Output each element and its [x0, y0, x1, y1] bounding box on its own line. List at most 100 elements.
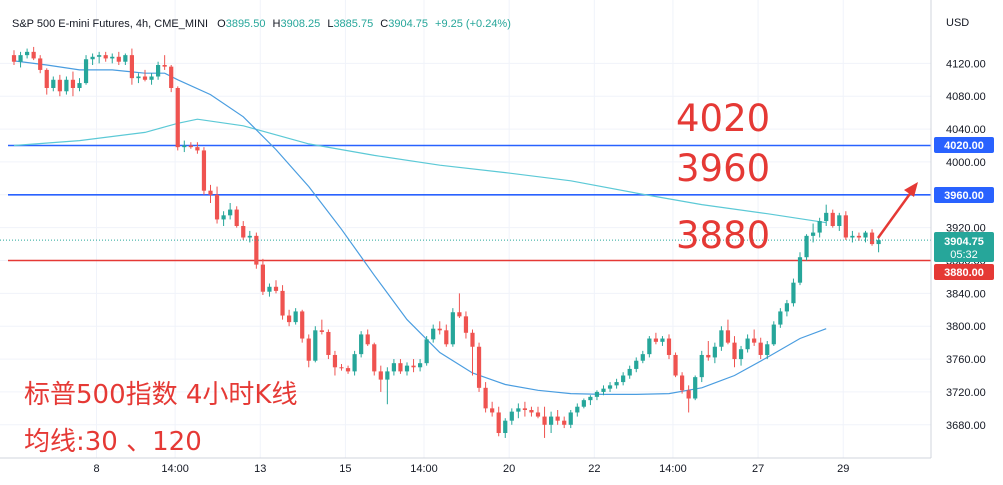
- candle: [476, 342, 482, 392]
- candle: [326, 329, 331, 360]
- ohlc-close: 3904.75: [388, 18, 428, 30]
- ohlc-low: 3885.75: [333, 18, 373, 30]
- candle: [549, 411, 554, 433]
- candle: [51, 76, 56, 92]
- y-tick-label: 4040.00: [946, 124, 986, 136]
- candle: [457, 293, 462, 318]
- candle: [863, 230, 868, 243]
- trend-arrow-icon: [876, 182, 918, 239]
- candle: [365, 329, 370, 346]
- candle: [90, 53, 95, 65]
- candle: [542, 406, 547, 438]
- candle: [509, 408, 514, 425]
- candle: [254, 232, 259, 269]
- candle: [221, 211, 226, 226]
- candle: [404, 362, 410, 376]
- candle: [719, 326, 724, 351]
- candle: [463, 311, 469, 339]
- candle: [70, 71, 76, 97]
- candle: [594, 390, 600, 401]
- candle: [535, 406, 541, 419]
- candle: [11, 50, 17, 65]
- price-tag-current: 3904.75 05:32: [934, 232, 994, 262]
- x-tick-label: 14:00: [161, 463, 189, 475]
- candle: [372, 342, 377, 376]
- candle: [575, 403, 580, 417]
- x-tick-label: 13: [254, 463, 266, 475]
- candle: [758, 337, 763, 360]
- candle: [116, 51, 121, 65]
- candle: [607, 382, 613, 392]
- ohlc-change: +9.25 (+0.24%): [435, 18, 511, 30]
- candle: [149, 73, 154, 85]
- candle: [234, 206, 239, 228]
- candle: [752, 329, 757, 346]
- ohlc-high: 3908.25: [280, 18, 320, 30]
- candle: [712, 342, 717, 364]
- candle: [169, 65, 174, 93]
- candle: [18, 51, 23, 68]
- candles: [11, 46, 881, 438]
- currency-label: USD: [946, 17, 969, 29]
- candle: [411, 359, 416, 373]
- annotation-3880: 3880: [676, 214, 770, 257]
- candle: [142, 69, 148, 82]
- candle: [110, 53, 115, 64]
- symbol-interval: 4h: [136, 18, 148, 30]
- candle: [745, 334, 750, 353]
- time-axis-panel[interactable]: [0, 458, 1003, 485]
- candle: [640, 350, 645, 364]
- x-tick-label: 20: [503, 463, 515, 475]
- candle: [784, 299, 789, 317]
- y-tick-label: 3920.00: [946, 223, 986, 235]
- candle: [876, 237, 881, 253]
- y-tick-label: 4120.00: [946, 58, 986, 70]
- candle: [319, 319, 324, 335]
- x-tick-label: 14:00: [410, 463, 438, 475]
- horizontal-levels: [8, 144, 931, 262]
- candle: [228, 203, 233, 220]
- candle: [522, 401, 527, 417]
- price-tag-3880: 3880.00: [934, 264, 994, 280]
- candle: [680, 372, 685, 394]
- candle: [77, 78, 82, 92]
- candle: [293, 308, 298, 325]
- candle: [647, 336, 652, 358]
- candle: [673, 352, 678, 378]
- candle: [529, 406, 534, 417]
- candle: [280, 285, 285, 320]
- candle: [444, 324, 449, 347]
- y-tick-label: 3800.00: [946, 321, 986, 333]
- candle: [313, 326, 318, 363]
- y-tick-label: 3680.00: [946, 420, 986, 432]
- candle: [699, 350, 704, 383]
- candle: [660, 336, 665, 346]
- time-axis-ticks: 8 14:00 13 15 14:00 20 22 14:00 27 29: [93, 463, 849, 475]
- svg-text:S&P 500 E-mini Futures, 4h, CM: S&P 500 E-mini Futures, 4h, CME_MINI O38…: [12, 18, 511, 30]
- candle: [182, 140, 187, 153]
- candle: [267, 283, 272, 297]
- candle: [470, 329, 475, 376]
- candle: [83, 55, 89, 85]
- symbol-legend[interactable]: S&P 500 E-mini Futures, 4h, CME_MINI O38…: [12, 18, 511, 30]
- y-tick-label: 3720.00: [946, 387, 986, 399]
- candle: [706, 341, 711, 361]
- candle: [398, 359, 403, 374]
- candle: [57, 74, 62, 97]
- price-tag-4020: 4020.00: [934, 137, 994, 153]
- x-tick-label: 8: [93, 463, 99, 475]
- candle: [666, 334, 672, 360]
- candle: [830, 209, 835, 228]
- candle: [25, 48, 30, 59]
- price-tag-3960: 3960.00: [934, 187, 994, 203]
- candle: [103, 51, 108, 62]
- candle: [686, 385, 691, 413]
- candle: [837, 212, 842, 231]
- svg-text:4020.00: 4020.00: [944, 140, 984, 152]
- candle: [568, 410, 573, 429]
- ohlc-open: 3895.50: [226, 18, 266, 30]
- candle: [516, 403, 521, 419]
- candle: [162, 55, 167, 70]
- candle: [44, 68, 49, 95]
